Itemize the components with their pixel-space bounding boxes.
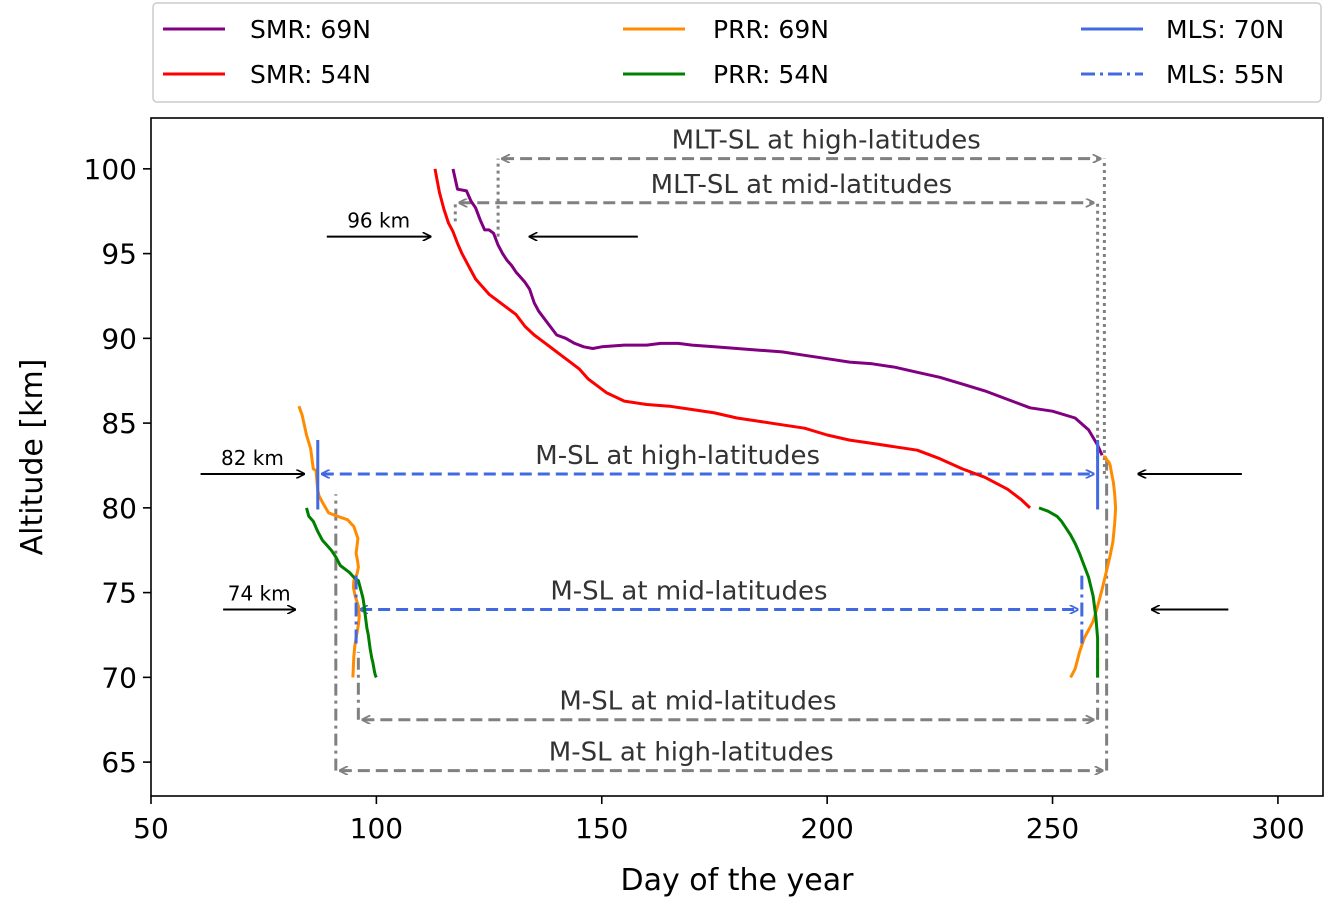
- series-line-prr-54n: [1038, 506, 1100, 678]
- legend-item-smr-54n: SMR: 54N: [163, 60, 371, 89]
- season-arrow-label: MLT-SL at mid-latitudes: [651, 170, 953, 200]
- x-tick-label: 150: [575, 812, 628, 845]
- pointer-arrow-label: 74 km: [228, 582, 291, 606]
- pointer-arrow-label: 82 km: [221, 446, 284, 470]
- legend-label-mls-55n: MLS: 55N: [1166, 60, 1284, 89]
- x-tick-label: 100: [350, 812, 403, 845]
- legend: SMR: 69N SMR: 54N PRR: 69N PRR: 54N MLS:…: [152, 2, 1322, 103]
- y-tick-label: 100: [84, 153, 137, 186]
- x-axis-title: Day of the year: [621, 863, 855, 898]
- legend-item-smr-69n: SMR: 69N: [163, 15, 371, 44]
- season-arrow-label: M-SL at mid-latitudes: [550, 577, 827, 607]
- x-tick-label: 300: [1251, 812, 1304, 845]
- y-tick-label: 75: [101, 577, 137, 610]
- series-line-smr-69n: [451, 168, 1104, 456]
- legend-label-prr-69n: PRR: 69N: [713, 15, 829, 44]
- x-tick-label: 200: [800, 812, 853, 845]
- x-tick-label: 50: [133, 812, 169, 845]
- y-axis: 65 70 75 80 85 90 95 100: [84, 153, 151, 779]
- series-line-prr-54n: [305, 507, 378, 679]
- pointer-arrow-label: 96 km: [347, 209, 410, 233]
- season-arrow-label: M-SL at mid-latitudes: [559, 687, 836, 717]
- legend-label-smr-69n: SMR: 69N: [250, 15, 371, 44]
- season-arrows-layer: MLT-SL at high-latitudes MLT-SL at mid-la…: [322, 126, 1109, 771]
- x-axis: 50 100 150 200 250 300: [133, 796, 1305, 845]
- legend-item-prr-54n: PRR: 54N: [623, 60, 829, 89]
- season-arrow-label: M-SL at high-latitudes: [549, 738, 834, 768]
- series-line-prr-69n: [1069, 455, 1118, 679]
- y-tick-label: 70: [101, 661, 137, 694]
- x-tick-label: 250: [1026, 812, 1079, 845]
- plot-frame: [150, 117, 1324, 797]
- series-layer: [297, 168, 1118, 679]
- y-tick-label: 85: [101, 407, 137, 440]
- season-arrow-label: M-SL at high-latitudes: [535, 441, 820, 471]
- legend-item-mls-70n: MLS: 70N: [1081, 15, 1284, 44]
- legend-label-mls-70n: MLS: 70N: [1166, 15, 1284, 44]
- y-tick-label: 95: [101, 238, 137, 271]
- legend-frame: [152, 2, 1322, 103]
- y-tick-label: 90: [101, 322, 137, 355]
- legend-label-prr-54n: PRR: 54N: [713, 60, 829, 89]
- series-line-prr-69n: [297, 405, 361, 678]
- y-tick-label: 80: [101, 492, 137, 525]
- legend-label-smr-54n: SMR: 54N: [250, 60, 371, 89]
- series-line-smr-54n: [433, 168, 1032, 509]
- pointer-arrows-layer: 96 km 82 km 74 km: [200, 209, 1242, 610]
- y-axis-title: Altitude [km]: [15, 359, 50, 556]
- mls-markers-layer: [316, 440, 1100, 644]
- y-tick-label: 65: [101, 746, 137, 779]
- legend-item-mls-55n: MLS: 55N: [1081, 60, 1284, 89]
- season-arrow-label: MLT-SL at high-latitudes: [672, 126, 981, 156]
- legend-item-prr-69n: PRR: 69N: [623, 15, 829, 44]
